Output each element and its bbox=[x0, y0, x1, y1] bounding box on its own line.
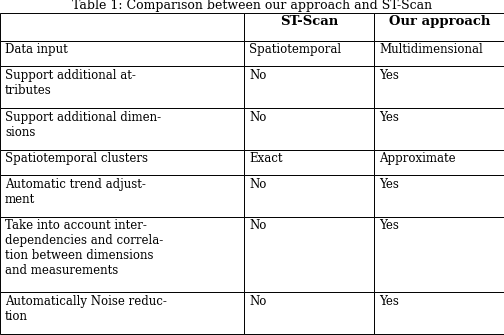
Text: Support additional at-
tributes: Support additional at- tributes bbox=[5, 69, 136, 97]
Bar bbox=[244, 150, 374, 175]
Text: Our approach: Our approach bbox=[389, 15, 490, 28]
Text: Automatic trend adjust-
ment: Automatic trend adjust- ment bbox=[5, 178, 146, 206]
Bar bbox=[244, 108, 374, 150]
Text: Yes: Yes bbox=[380, 219, 399, 232]
Text: No: No bbox=[249, 294, 267, 308]
Text: Spatiotemporal: Spatiotemporal bbox=[249, 44, 342, 57]
Bar bbox=[0, 150, 244, 175]
Text: Yes: Yes bbox=[380, 178, 399, 191]
Text: No: No bbox=[249, 69, 267, 82]
Text: Multidimensional: Multidimensional bbox=[380, 44, 483, 57]
Bar bbox=[244, 217, 374, 292]
Bar bbox=[374, 13, 504, 41]
Bar bbox=[0, 175, 244, 217]
Text: Approximate: Approximate bbox=[380, 152, 456, 165]
Text: Take into account inter-
dependencies and correla-
tion between dimensions
and m: Take into account inter- dependencies an… bbox=[5, 219, 163, 277]
Bar bbox=[244, 175, 374, 217]
Bar bbox=[374, 217, 504, 292]
Text: Yes: Yes bbox=[380, 111, 399, 124]
Bar bbox=[244, 292, 374, 334]
Bar bbox=[0, 217, 244, 292]
Text: Exact: Exact bbox=[249, 152, 283, 165]
Bar bbox=[244, 13, 374, 41]
Text: Automatically Noise reduc-
tion: Automatically Noise reduc- tion bbox=[5, 294, 167, 323]
Bar bbox=[0, 292, 244, 334]
Bar bbox=[0, 13, 244, 41]
Bar bbox=[374, 66, 504, 108]
Bar bbox=[374, 108, 504, 150]
Text: Yes: Yes bbox=[380, 69, 399, 82]
Bar bbox=[374, 175, 504, 217]
Bar bbox=[244, 66, 374, 108]
Bar bbox=[244, 41, 374, 66]
Text: Support additional dimen-
sions: Support additional dimen- sions bbox=[5, 111, 161, 139]
Bar bbox=[374, 292, 504, 334]
Text: No: No bbox=[249, 219, 267, 232]
Text: No: No bbox=[249, 111, 267, 124]
Text: No: No bbox=[249, 178, 267, 191]
Bar bbox=[374, 41, 504, 66]
Bar bbox=[0, 108, 244, 150]
Text: Yes: Yes bbox=[380, 294, 399, 308]
Text: Table 1: Comparison between our approach and ST-Scan: Table 1: Comparison between our approach… bbox=[72, 0, 432, 12]
Bar bbox=[374, 150, 504, 175]
Text: ST-Scan: ST-Scan bbox=[280, 15, 339, 28]
Text: Data input: Data input bbox=[5, 44, 68, 57]
Bar bbox=[0, 66, 244, 108]
Text: Spatiotemporal clusters: Spatiotemporal clusters bbox=[5, 152, 148, 165]
Bar bbox=[0, 41, 244, 66]
